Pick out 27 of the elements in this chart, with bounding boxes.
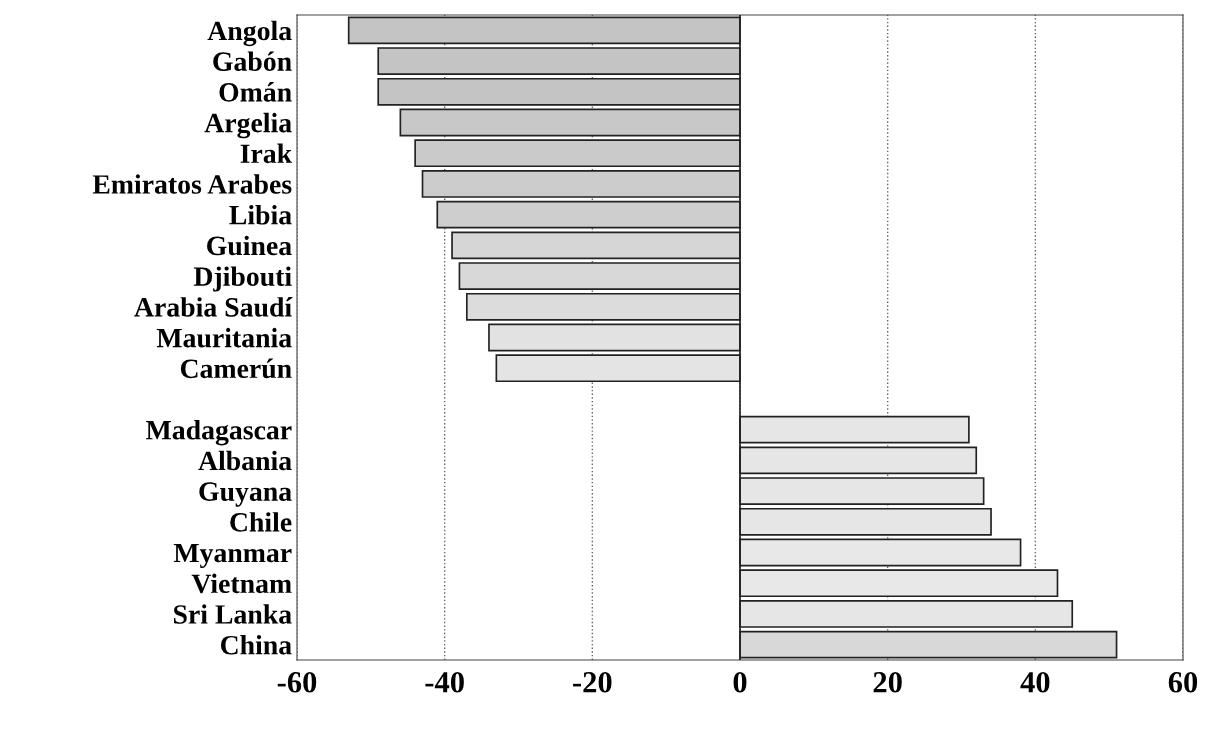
x-tick-label: -60 [277, 671, 317, 693]
y-tick-label: Vietnam [191, 573, 292, 594]
y-tick-label: Guinea [207, 235, 292, 256]
y-tick-label: Madagascar [146, 420, 292, 446]
x-tick-label: 60 [1168, 671, 1198, 693]
y-tick-label: Camerún [180, 358, 292, 379]
y-tick-label: Albania [198, 450, 292, 471]
x-tick-label: 20 [873, 671, 902, 693]
y-tick-label: Irak [240, 143, 293, 164]
y-tick-label: Guyana [199, 482, 292, 507]
y-tick-label: Argelia [204, 112, 292, 139]
x-tick-label: -20 [573, 671, 612, 693]
y-tick-label: Angola [207, 20, 292, 47]
y-tick-label: China [220, 635, 292, 655]
y-tick-label: Myanmar [173, 543, 292, 569]
y-tick-label: Mauritania [156, 327, 292, 348]
x-tick-label: 0 [733, 671, 747, 693]
y-tick-label: Arabia Saudí [134, 297, 293, 317]
x-tick-label: -40 [425, 671, 464, 693]
y-tick-label: Emiratos Arabes [92, 174, 292, 194]
y-tick-label: Djibouti [193, 266, 292, 292]
y-tick-label: Sri Lanka [173, 604, 292, 624]
y-tick-label: Chile [230, 512, 292, 532]
y-tick-label: Omán [219, 82, 292, 102]
x-tick-label: 40 [1020, 671, 1050, 693]
y-tick-label: Libia [229, 205, 292, 225]
y-tick-label: Gabón [213, 51, 292, 71]
